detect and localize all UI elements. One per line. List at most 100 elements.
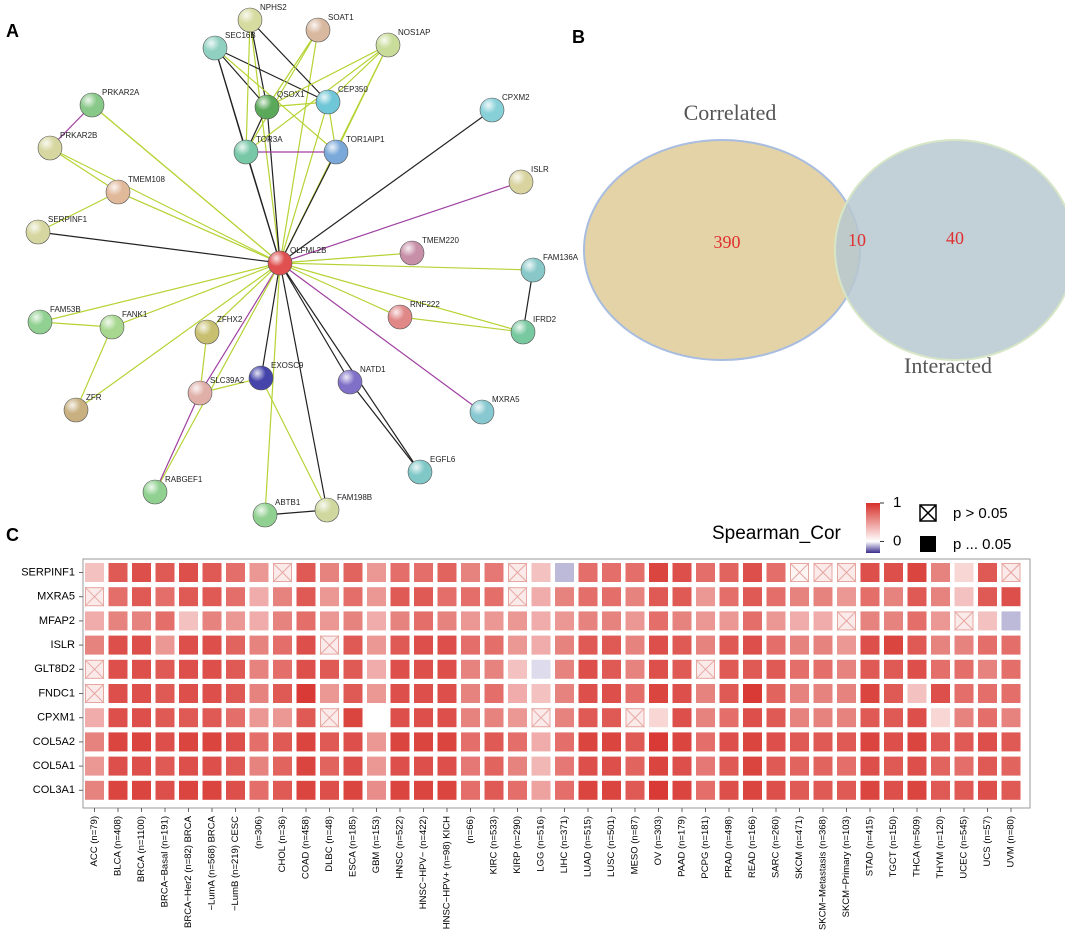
node-label: SOAT1 xyxy=(328,13,354,22)
cross-box xyxy=(790,563,809,582)
heatmap-cell xyxy=(179,732,198,752)
heatmap-cell xyxy=(202,684,222,703)
heatmap-cell xyxy=(273,611,292,631)
row-label: FNDC1 xyxy=(38,687,75,699)
heatmap-cell xyxy=(978,611,997,631)
heatmap-cell xyxy=(672,563,692,582)
heatmap-cell xyxy=(249,756,269,776)
heatmap-cell xyxy=(719,587,739,607)
heatmap-cell xyxy=(860,684,880,703)
heatmap-cell xyxy=(578,780,598,800)
heatmap-cell xyxy=(531,611,551,631)
heatmap-cell xyxy=(249,659,269,679)
heatmap-cell xyxy=(273,780,292,800)
heatmap-cell xyxy=(155,780,175,800)
heatmap-cell xyxy=(367,708,386,728)
heatmap-cell xyxy=(978,659,997,679)
heatmap-cell xyxy=(625,756,645,776)
heatmap-cell xyxy=(296,611,316,631)
heatmap-cell xyxy=(132,780,151,800)
heatmap-cell xyxy=(790,659,809,679)
heatmap-cell xyxy=(649,563,668,582)
heatmap-cell xyxy=(531,732,551,752)
heatmap-cell xyxy=(766,587,786,607)
heatmap-cell xyxy=(155,635,175,655)
heatmap-cell xyxy=(202,756,222,776)
heatmap-cell xyxy=(343,587,363,607)
cross-box xyxy=(85,587,104,607)
heatmap-cell xyxy=(837,635,856,655)
node-label: TMEM108 xyxy=(128,175,165,184)
heatmap-cell xyxy=(860,659,880,679)
node-label: FAM198B xyxy=(337,493,372,502)
node-label: FANK1 xyxy=(122,310,148,319)
heatmap-cell xyxy=(790,611,809,631)
panel-label: A xyxy=(6,21,19,41)
heatmap-cell xyxy=(390,611,410,631)
heatmap-cell xyxy=(508,732,527,752)
heatmap-cell xyxy=(954,659,974,679)
heatmap-cell xyxy=(179,708,198,728)
heatmap-cell xyxy=(320,756,339,776)
heatmap-cell xyxy=(766,635,786,655)
heatmap-cell xyxy=(437,587,457,607)
heatmap-cell xyxy=(884,708,903,728)
heatmap-cell xyxy=(813,756,833,776)
cross-mark xyxy=(507,586,528,607)
node-label: QSOX1 xyxy=(277,90,305,99)
heatmap-cell xyxy=(226,756,245,776)
column-label: LIHC (n=371) xyxy=(559,816,570,873)
cross-mark xyxy=(84,586,105,607)
heatmap-cell xyxy=(1001,780,1021,800)
heatmap-cell xyxy=(155,756,175,776)
heatmap-cell xyxy=(508,635,527,655)
network-edge xyxy=(75,262,281,411)
heatmap-cell xyxy=(343,684,363,703)
heatmap-cell xyxy=(390,659,410,679)
network-node-shine xyxy=(315,498,339,522)
column-label: LUAD (n=515) xyxy=(583,816,594,877)
network-edge xyxy=(214,47,329,103)
heatmap-cell xyxy=(226,780,245,800)
node-label: PRKAR2A xyxy=(102,88,140,97)
heatmap-cell xyxy=(813,635,833,655)
heatmap-cell xyxy=(85,780,104,800)
network-edge xyxy=(260,377,328,511)
heatmap-cell xyxy=(766,684,786,703)
venn-set xyxy=(834,139,1065,361)
node-label: TMEM220 xyxy=(422,236,459,245)
heatmap-cell xyxy=(790,780,809,800)
heatmap-cell xyxy=(320,684,339,703)
node-label: CPXM2 xyxy=(502,93,530,102)
heatmap-cell xyxy=(249,563,269,582)
heatmap-cell xyxy=(155,684,175,703)
network-edge xyxy=(264,262,281,516)
heatmap-cell xyxy=(132,756,151,776)
node-label: FAM53B xyxy=(50,305,81,314)
heatmap-cell xyxy=(578,611,598,631)
heatmap-cell xyxy=(602,659,621,679)
heatmap-cell xyxy=(179,611,198,631)
heatmap-cell xyxy=(1001,659,1021,679)
node-label: MXRA5 xyxy=(492,395,520,404)
column-label: READ (n=166) xyxy=(747,816,758,878)
heatmap-cell xyxy=(179,780,198,800)
heatmap-cell xyxy=(766,708,786,728)
heatmap-cell xyxy=(672,587,692,607)
heatmap-cell xyxy=(367,635,386,655)
heatmap-cell xyxy=(249,708,269,728)
heatmap-cell xyxy=(155,732,175,752)
network-node-shine xyxy=(376,33,400,57)
heatmap-cell xyxy=(296,780,316,800)
row-label: SERPINF1 xyxy=(21,566,75,578)
network-edge xyxy=(279,262,534,271)
heatmap-cell xyxy=(508,780,527,800)
cross-box xyxy=(85,659,104,679)
column-label: SKCM−Primary (n=103) xyxy=(841,816,852,917)
heatmap-cell xyxy=(555,708,574,728)
heatmap-cell xyxy=(743,611,762,631)
heatmap-cell xyxy=(978,732,997,752)
cross-box xyxy=(508,587,527,607)
heatmap-cell xyxy=(907,732,927,752)
heatmap-cell xyxy=(132,611,151,631)
